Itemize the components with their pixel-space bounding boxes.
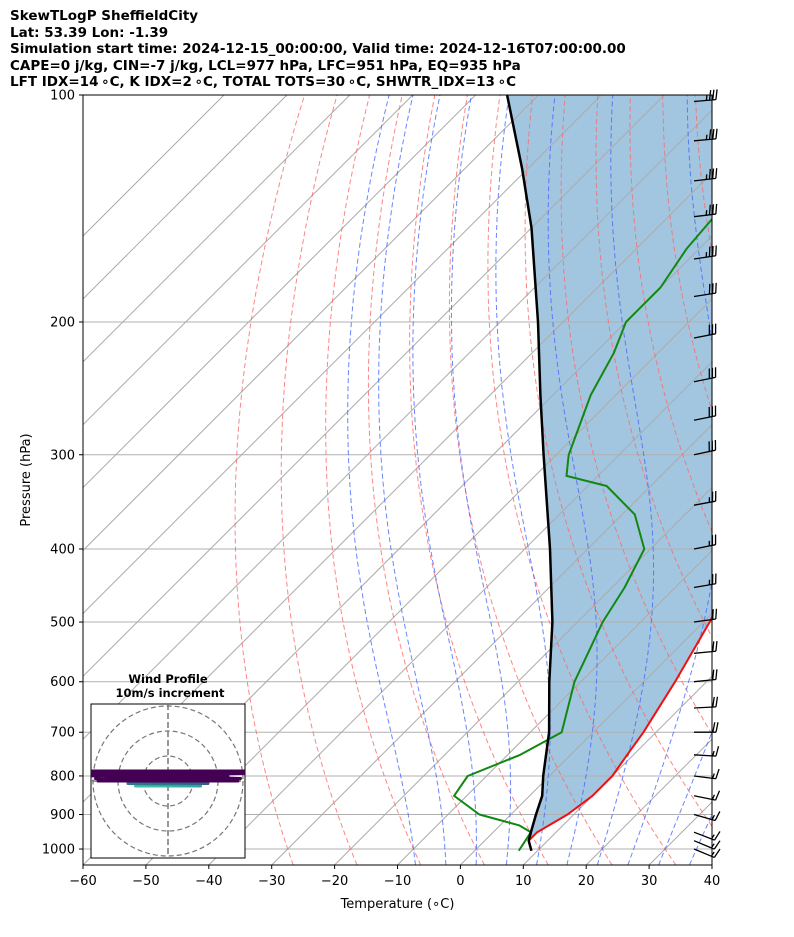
y-tick-label: 700 — [50, 726, 75, 741]
dry-adiabat — [595, 95, 712, 639]
y-tick-label: 100 — [50, 89, 75, 104]
y-tick-label: 200 — [50, 315, 75, 330]
isotherm-gridline — [460, 612, 712, 865]
isotherm-gridline — [145, 298, 712, 865]
x-tick-label: 0 — [456, 874, 464, 889]
dry-adiabat — [280, 95, 358, 865]
x-tick-label: −50 — [132, 874, 159, 889]
isotherm-gridline — [83, 95, 288, 300]
dry-adiabat — [367, 95, 485, 865]
isotherm-gridline — [271, 423, 712, 865]
y-tick-label: 300 — [50, 448, 75, 463]
location-line: Lat: 53.39 Lon: -1.39 — [10, 24, 169, 41]
hodograph-subtitle: 10m/s increment — [116, 686, 225, 700]
dry-adiabat — [524, 95, 712, 828]
x-tick-label: −20 — [321, 874, 348, 889]
wind-barb — [693, 696, 719, 709]
dry-adiabat — [662, 95, 712, 413]
dry-adiabat — [409, 95, 549, 865]
moist-adiabat — [547, 95, 598, 865]
y-tick-label: 400 — [50, 542, 75, 557]
dry-adiabat — [325, 95, 422, 865]
dry-adiabat — [448, 95, 613, 865]
moist-adiabat — [347, 95, 416, 865]
isotherm-gridline — [522, 675, 712, 865]
x-tick-label: 30 — [641, 874, 658, 889]
moist-adiabat — [378, 95, 447, 865]
dry-adiabat — [728, 95, 794, 865]
hodograph-title: Wind Profile — [128, 672, 208, 686]
time-line: Simulation start time: 2024-12-15_00:00:… — [10, 41, 626, 57]
wind-barb — [693, 790, 721, 801]
isotherm-gridline — [83, 95, 665, 678]
isotherm-gridline — [83, 95, 414, 426]
index-line: LFT IDX=14 ∘C, K IDX=2 ∘C, TOTAL TOTS=30… — [10, 74, 516, 90]
hodograph-segment — [91, 772, 245, 778]
x-axis-label: Temperature (∘C) — [340, 897, 455, 912]
dewpoint-line — [453, 217, 712, 852]
dry-adiabat — [560, 95, 712, 736]
cape-line: CAPE=0 j/kg, CIN=-7 j/kg, LCL=977 hPa, L… — [10, 57, 521, 74]
isotherm-gridline — [83, 109, 712, 740]
isotherm-gridline — [334, 486, 712, 865]
y-tick-label: 600 — [50, 675, 75, 690]
dry-adiabat — [234, 95, 305, 865]
cin-area — [507, 95, 712, 851]
x-tick-label: −40 — [195, 874, 222, 889]
moist-adiabat — [412, 95, 477, 865]
moist-adiabat — [450, 95, 512, 865]
isotherm-gridline — [83, 95, 602, 615]
isotherm-gridline — [711, 864, 712, 865]
x-tick-label: 40 — [704, 874, 721, 889]
y-tick-label: 800 — [50, 769, 75, 784]
isotherm-gridline — [397, 549, 712, 865]
isotherm-gridline — [83, 95, 225, 237]
isotherm-gridline — [208, 361, 712, 865]
isotherm-gridline — [83, 95, 351, 363]
moist-adiabat — [720, 95, 794, 865]
isotherm-gridline — [775, 95, 794, 865]
wind-barb — [693, 746, 720, 757]
dry-adiabat — [761, 95, 794, 865]
chart-title: SkewTLogP SheffieldCity — [10, 8, 199, 24]
isotherm-gridline — [83, 95, 539, 552]
x-tick-label: −10 — [384, 874, 411, 889]
hodograph-segment — [91, 769, 245, 775]
x-tick-label: −30 — [258, 874, 285, 889]
x-tick-label: 20 — [578, 874, 595, 889]
y-tick-label: 1000 — [42, 843, 75, 858]
moist-adiabat — [627, 95, 712, 865]
hodograph-segment — [94, 777, 240, 783]
moist-adiabat — [658, 730, 712, 865]
isotherm-gridline — [83, 95, 476, 489]
x-tick-label: −60 — [69, 874, 96, 889]
parcel-line — [505, 95, 554, 852]
dry-adiabat — [487, 95, 677, 865]
y-axis-label: Pressure (hPa) — [19, 433, 34, 526]
moist-adiabat — [596, 95, 655, 865]
y-tick-label: 500 — [50, 616, 75, 631]
wind-barb — [693, 669, 718, 683]
y-tick-label: 900 — [50, 808, 75, 823]
temperature-line — [527, 614, 712, 851]
x-tick-label: 10 — [515, 874, 532, 889]
chart-header: SkewTLogP SheffieldCity Lat: 53.39 Lon: … — [10, 8, 626, 91]
